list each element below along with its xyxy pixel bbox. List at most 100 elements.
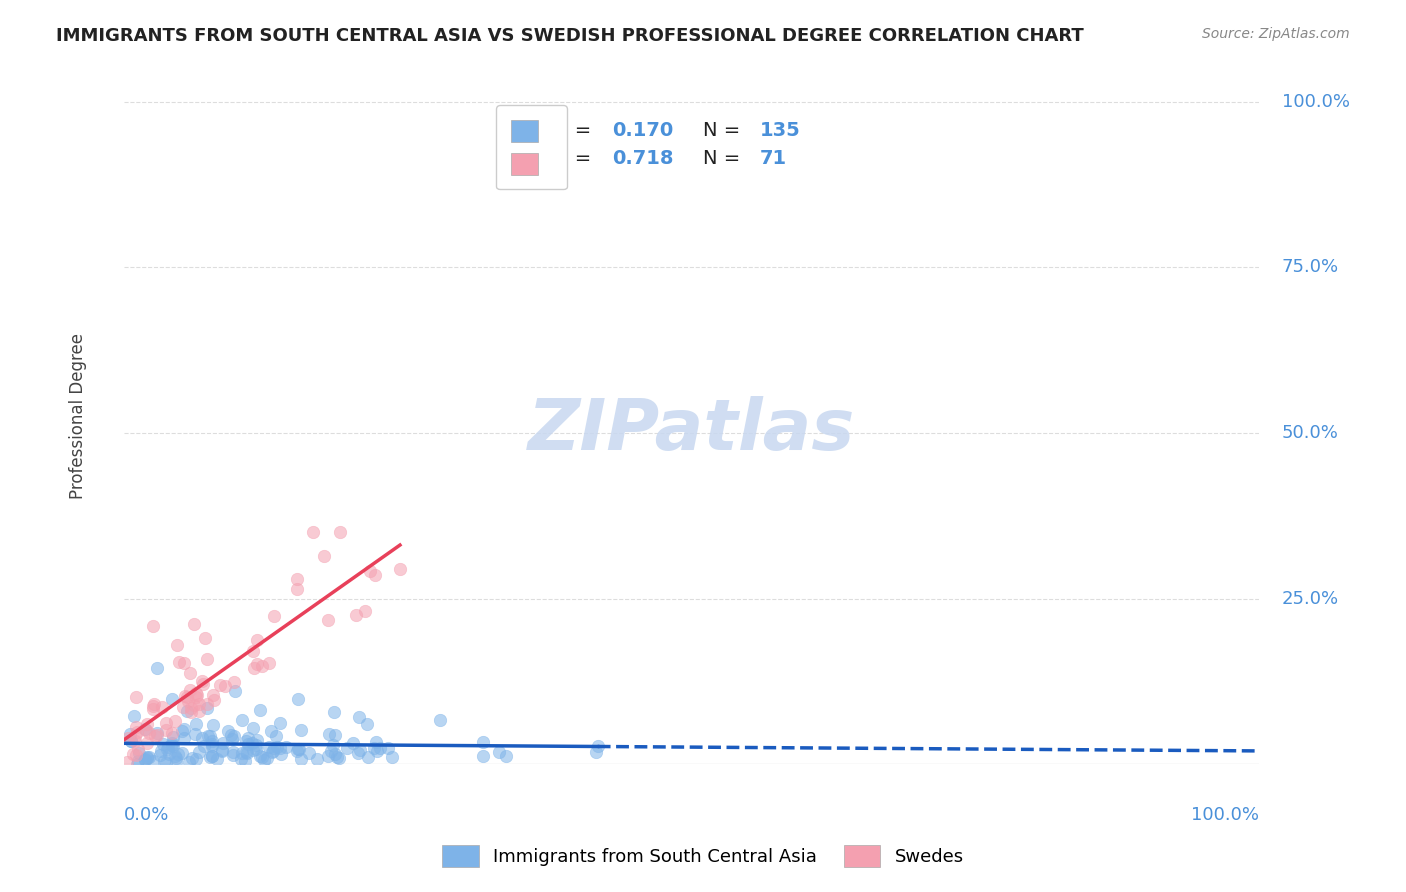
Point xyxy=(219,728,242,742)
Point xyxy=(495,749,517,764)
Point xyxy=(172,746,194,760)
Point xyxy=(202,689,225,703)
Point xyxy=(201,739,224,753)
Point xyxy=(152,700,174,714)
Point xyxy=(122,709,145,723)
Point xyxy=(173,731,195,746)
Point xyxy=(242,661,264,675)
Point xyxy=(287,742,309,756)
Point xyxy=(138,750,160,764)
Point xyxy=(125,720,148,734)
Point xyxy=(202,692,225,706)
Point xyxy=(270,747,292,761)
Point xyxy=(242,722,264,736)
Point xyxy=(328,751,350,765)
Point xyxy=(242,743,264,757)
Point xyxy=(157,747,180,761)
Point xyxy=(316,748,339,763)
Point xyxy=(184,752,207,766)
Text: 0.718: 0.718 xyxy=(612,149,673,168)
Point xyxy=(235,746,257,760)
Point xyxy=(211,742,233,756)
Point xyxy=(209,677,232,691)
Point xyxy=(249,703,271,717)
Point xyxy=(128,747,150,761)
Point xyxy=(260,723,283,738)
Point xyxy=(488,745,510,759)
Point xyxy=(124,730,146,744)
Point xyxy=(136,735,159,749)
Point xyxy=(357,750,380,764)
Point xyxy=(180,706,202,720)
Point xyxy=(229,752,252,766)
Point xyxy=(197,729,219,743)
Point xyxy=(146,726,169,740)
Point xyxy=(242,644,264,658)
Point xyxy=(177,756,200,770)
Point xyxy=(356,717,378,731)
Point xyxy=(179,666,201,681)
Point xyxy=(211,744,233,758)
Point xyxy=(134,723,156,737)
Point xyxy=(141,618,163,632)
Point xyxy=(172,700,194,714)
Point xyxy=(183,698,205,713)
Legend: , : , xyxy=(496,105,567,189)
Point xyxy=(257,739,280,754)
Text: N =: N = xyxy=(703,149,747,168)
Point xyxy=(353,604,375,618)
Point xyxy=(146,661,169,675)
Point xyxy=(201,749,224,764)
Point xyxy=(222,729,245,743)
Point xyxy=(236,731,259,745)
Legend: Immigrants from South Central Asia, Swedes: Immigrants from South Central Asia, Swed… xyxy=(436,838,970,874)
Point xyxy=(125,690,148,705)
Point xyxy=(165,756,187,770)
Point xyxy=(262,745,284,759)
Point xyxy=(195,697,218,711)
Point xyxy=(322,738,344,752)
Point xyxy=(359,564,381,578)
Point xyxy=(245,742,267,756)
Point xyxy=(429,714,451,728)
Text: 100.0%: 100.0% xyxy=(1282,93,1350,111)
Text: R =: R = xyxy=(555,149,598,168)
Point xyxy=(187,704,209,718)
Point xyxy=(323,728,346,742)
Point xyxy=(287,572,309,586)
Point xyxy=(165,714,187,728)
Point xyxy=(264,730,287,744)
Point xyxy=(245,657,267,672)
Text: Source: ZipAtlas.com: Source: ZipAtlas.com xyxy=(1202,27,1350,41)
Point xyxy=(135,751,157,765)
Point xyxy=(347,710,370,724)
Point xyxy=(586,739,609,753)
Point xyxy=(180,701,202,715)
Point xyxy=(346,746,368,760)
Point xyxy=(224,683,246,698)
Point xyxy=(342,736,364,750)
Point xyxy=(181,751,204,765)
Point xyxy=(323,747,346,761)
Point xyxy=(236,737,259,751)
Point xyxy=(125,724,148,739)
Point xyxy=(134,753,156,767)
Point xyxy=(257,656,280,670)
Point xyxy=(143,698,166,712)
Point xyxy=(150,744,173,758)
Point xyxy=(122,747,145,761)
Text: R =: R = xyxy=(555,120,598,140)
Text: N =: N = xyxy=(703,120,747,140)
Point xyxy=(174,689,197,703)
Point xyxy=(240,736,263,750)
Point xyxy=(285,744,308,758)
Point xyxy=(173,723,195,737)
Point xyxy=(349,743,371,757)
Point xyxy=(135,723,157,737)
Point xyxy=(173,656,195,670)
Point xyxy=(301,524,323,539)
Point xyxy=(191,731,214,746)
Point xyxy=(253,753,276,767)
Point xyxy=(249,748,271,763)
Point xyxy=(211,736,233,750)
